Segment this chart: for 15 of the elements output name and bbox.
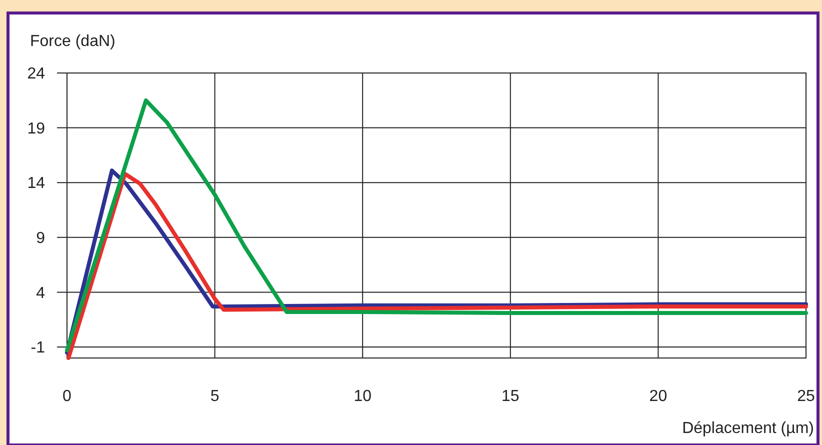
- y-axis-title: Force (daN): [30, 33, 116, 50]
- x-tick-label: 0: [62, 388, 72, 405]
- x-tick-label: 25: [797, 388, 815, 405]
- x-tick-label: 10: [354, 388, 372, 405]
- y-tick-label: 19: [27, 120, 46, 138]
- y-tick-label: 4: [36, 284, 46, 302]
- x-tick-label: 15: [502, 388, 520, 405]
- x-axis-title: Déplacement (µm): [682, 420, 814, 437]
- y-tick-label: -1: [30, 340, 46, 357]
- y-tick-label: 14: [27, 175, 46, 192]
- y-tick-label: 24: [27, 66, 46, 83]
- y-tick-label: 9: [36, 230, 46, 248]
- x-tick-label: 5: [210, 388, 220, 405]
- line-series: [65, 98, 808, 352]
- x-tick-label: 20: [649, 388, 668, 405]
